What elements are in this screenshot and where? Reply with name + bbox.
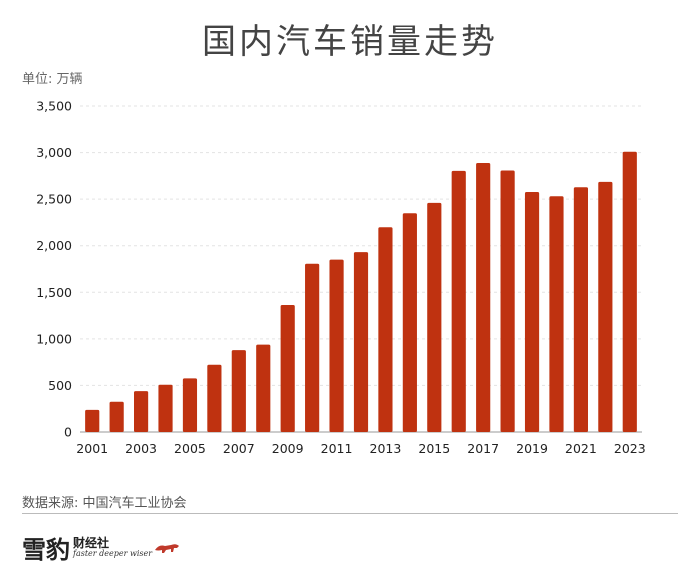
- bar-2023: [622, 151, 637, 432]
- bar-2013: [378, 227, 393, 432]
- bar-2015: [427, 202, 442, 432]
- bar-2002: [109, 401, 124, 432]
- unit-label: 单位: 万辆: [22, 72, 83, 87]
- x-tick-label: 2005: [174, 441, 206, 456]
- x-tick-label: 2003: [125, 441, 157, 456]
- bar-2020: [549, 196, 564, 432]
- bar-2021: [573, 187, 588, 432]
- bar-2022: [598, 181, 613, 432]
- logo-sub-text: 财经社: [73, 535, 110, 550]
- y-tick-label: 2,500: [36, 192, 72, 207]
- y-tick-label: 1,500: [36, 285, 72, 300]
- x-tick-label: 2001: [76, 441, 108, 456]
- bars: [85, 151, 637, 433]
- x-tick-label: 2017: [467, 441, 499, 456]
- bar-2016: [451, 170, 466, 432]
- x-tick-label: 2019: [516, 441, 548, 456]
- y-tick-label: 3,500: [36, 99, 72, 114]
- y-tick-label: 500: [48, 378, 72, 393]
- footer-divider: [22, 513, 678, 514]
- logo-main-text: 雪豹: [22, 535, 70, 564]
- y-axis-ticks: 0 500 1,000 1,500 2,000 2,500 3,000 3,500: [36, 99, 72, 440]
- y-tick-label: 1,000: [36, 331, 72, 346]
- x-tick-label: 2007: [223, 441, 255, 456]
- y-tick-label: 2,000: [36, 238, 72, 253]
- bar-2006: [207, 364, 222, 432]
- x-tick-label: 2023: [614, 441, 646, 456]
- bar-2007: [231, 350, 246, 432]
- x-tick-label: 2013: [370, 441, 402, 456]
- x-tick-label: 2015: [418, 441, 450, 456]
- chart-title: 国内汽车销量走势: [202, 22, 498, 62]
- bar-2001: [85, 409, 100, 432]
- bar-2009: [280, 304, 295, 432]
- x-tick-label: 2021: [565, 441, 597, 456]
- bar-2014: [402, 213, 417, 432]
- bar-2010: [305, 263, 320, 432]
- y-tick-label: 3,000: [36, 145, 72, 160]
- bar-2008: [256, 344, 271, 432]
- bar-2005: [182, 378, 198, 432]
- bar-2019: [524, 191, 540, 432]
- bar-2011: [329, 259, 344, 432]
- bar-2004: [158, 384, 173, 432]
- data-source: 数据来源: 中国汽车工业协会: [22, 496, 187, 511]
- y-tick-label: 0: [64, 425, 72, 440]
- x-tick-label: 2011: [321, 441, 353, 456]
- bar-2018: [500, 170, 515, 432]
- x-axis-ticks: 2001 2003 2005 2007 2009 2011 2013 2015 2017 2019…: [76, 441, 645, 456]
- logo-tagline: faster deeper wiser: [73, 548, 153, 558]
- x-tick-label: 2009: [272, 441, 304, 456]
- bar-2012: [353, 252, 369, 432]
- bar-2003: [134, 391, 149, 432]
- bar-2017: [476, 163, 491, 433]
- brand-logo: 雪豹 财经社 faster deeper wiser: [22, 530, 180, 565]
- leopard-icon: [155, 543, 180, 553]
